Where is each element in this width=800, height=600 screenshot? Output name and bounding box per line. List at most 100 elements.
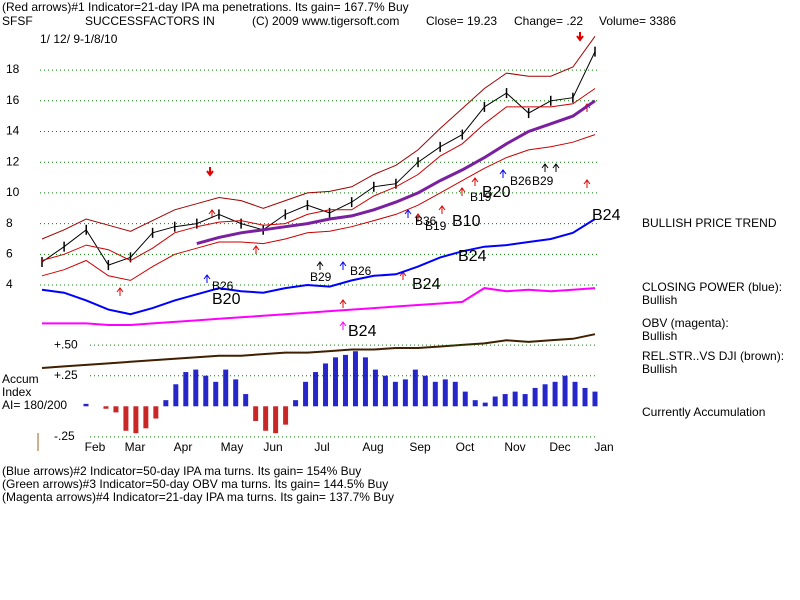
y-tick-label: 16 <box>6 93 20 107</box>
accum-bar <box>472 400 478 407</box>
accum-bar <box>442 379 448 407</box>
accum-bar <box>333 357 339 407</box>
accum-bar <box>213 381 219 407</box>
accum-bar <box>452 381 458 407</box>
price-line <box>41 51 596 266</box>
accum-bar <box>313 372 319 407</box>
company: SUCCESSFACTORS IN <box>85 14 215 28</box>
symbol: SFSF <box>2 14 33 28</box>
arrow <box>576 32 584 42</box>
accum-bar <box>163 400 169 407</box>
accum-bar <box>492 396 498 407</box>
indicator-line <box>41 333 596 369</box>
footer-line: (Magenta arrows)#4 Indicator=21-day IPA … <box>2 490 394 504</box>
accum-bar <box>512 391 518 407</box>
date-range: 1/ 12/ 9-1/8/10 <box>40 32 118 46</box>
side-label: Bullish <box>642 329 677 343</box>
arrow <box>339 299 347 308</box>
indicator-line <box>41 36 596 240</box>
x-tick-label: Feb <box>85 440 106 454</box>
accum-bar <box>113 406 119 413</box>
accum-bar <box>382 375 388 407</box>
accum-bar <box>402 379 408 407</box>
y-tick-label: 18 <box>6 62 20 76</box>
side-label: Currently Accumulation <box>642 405 765 419</box>
x-tick-label: Dec <box>549 440 570 454</box>
accum-bar <box>412 369 418 407</box>
accum-bar <box>342 354 348 407</box>
y-tick-label: 12 <box>6 154 20 168</box>
arrow <box>499 169 507 178</box>
accum-bar <box>592 391 598 407</box>
accum-bar <box>572 381 578 407</box>
accum-bar <box>323 363 329 407</box>
accum-bar <box>432 381 438 407</box>
accum-tick-label: +.25 <box>54 368 78 382</box>
signal-label: B20 <box>212 291 241 308</box>
signal-label: B24 <box>348 323 377 340</box>
arrow <box>316 261 324 270</box>
signal-label: B20 <box>482 184 511 201</box>
x-tick-label: Jul <box>314 440 329 454</box>
accum-bar <box>133 406 139 434</box>
footer-line: (Blue arrows)#2 Indicator=50-day IPA ma … <box>2 464 361 478</box>
indicator-line <box>41 134 596 281</box>
accum-bar <box>392 381 398 407</box>
accum-bar <box>123 406 129 431</box>
accum-bar <box>372 369 378 407</box>
arrow <box>458 187 466 196</box>
signal-label: B29 <box>532 174 554 188</box>
arrow <box>206 167 214 177</box>
accum-tick-label: +.50 <box>54 337 78 351</box>
accum-bar <box>522 394 528 407</box>
accum-bar <box>562 375 568 407</box>
y-tick-label: 10 <box>6 185 20 199</box>
x-tick-label: Sep <box>409 440 431 454</box>
side-label: CLOSING POWER (blue): <box>642 280 782 294</box>
arrow <box>541 163 549 172</box>
accum-bar <box>293 400 299 407</box>
header-line: (Red arrows)#1 Indicator=21-day IPA ma p… <box>2 0 409 14</box>
y-tick-label: 8 <box>6 216 13 230</box>
x-tick-label: Apr <box>174 440 193 454</box>
signal-label: B26 <box>350 264 372 278</box>
signal-label: B24 <box>458 248 487 265</box>
indicator-line <box>41 88 596 262</box>
change: Change= .22 <box>514 14 583 28</box>
signal-label: B19 <box>425 219 447 233</box>
arrow <box>203 274 211 283</box>
side-label: OBV (magenta): <box>642 316 729 330</box>
accum-bar <box>143 406 149 429</box>
y-tick-label: 6 <box>6 247 13 261</box>
signal-label: B19 <box>470 190 492 204</box>
x-tick-label: Mar <box>125 440 146 454</box>
accum-bar <box>283 406 289 425</box>
arrow <box>208 209 216 218</box>
accum-bar <box>462 391 468 407</box>
arrow <box>404 209 412 218</box>
close: Close= 19.23 <box>426 14 497 28</box>
indicator-line <box>42 287 596 326</box>
footer-line: (Green arrows)#3 Indicator=50-day OBV ma… <box>2 477 388 491</box>
arrow <box>471 177 479 186</box>
signal-label: B26 <box>510 174 532 188</box>
accum-bar <box>153 406 159 419</box>
arrow <box>339 261 347 270</box>
accum-bar <box>173 384 179 407</box>
accum-bar <box>582 387 588 407</box>
x-tick-label: Jun <box>263 440 282 454</box>
arrow <box>116 287 124 296</box>
accum-bar <box>352 351 358 407</box>
accum-bar <box>552 381 558 407</box>
side-label: Bullish <box>642 293 677 307</box>
accum-bar <box>243 394 249 407</box>
signal-label: B10 <box>452 213 481 230</box>
indicator-line <box>41 218 596 316</box>
side-label: REL.STR..VS DJI (brown): <box>642 349 784 363</box>
accum-label: Index <box>2 385 31 399</box>
accum-bar <box>502 394 508 407</box>
x-tick-label: May <box>221 440 244 454</box>
accum-bar <box>253 406 259 421</box>
